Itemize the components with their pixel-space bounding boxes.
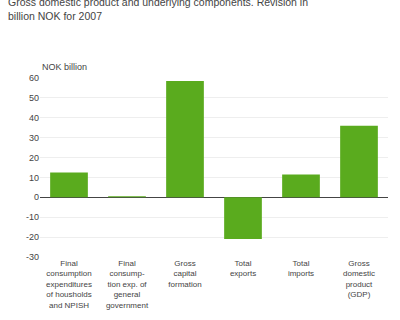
svg-text:20: 20 <box>29 153 39 163</box>
svg-text:Grossdomesticproduct(GDP): Grossdomesticproduct(GDP) <box>343 259 375 299</box>
svg-text:10: 10 <box>29 173 39 183</box>
svg-text:40: 40 <box>29 113 39 123</box>
svg-text:0: 0 <box>34 192 39 202</box>
svg-text:-20: -20 <box>26 232 39 242</box>
svg-text:Totalexports: Totalexports <box>230 259 256 278</box>
svg-text:30: 30 <box>29 133 39 143</box>
svg-text:50: 50 <box>29 93 39 103</box>
svg-text:Gross domestic product and und: Gross domestic product and underlying co… <box>8 0 308 22</box>
svg-text:NOK billion: NOK billion <box>42 62 87 72</box>
svg-text:-30: -30 <box>26 252 39 262</box>
svg-text:60: 60 <box>29 73 39 83</box>
svg-text:-10: -10 <box>26 212 39 222</box>
svg-text:Finalconsump-tion exp. ofgener: Finalconsump-tion exp. ofgeneralgovernme… <box>106 259 149 310</box>
svg-text:Finalconsumptionexpendituresof: Finalconsumptionexpendituresof housholds… <box>46 259 92 310</box>
svg-text:Totalimports: Totalimports <box>288 259 314 278</box>
svg-text:Grosscapitalformation: Grosscapitalformation <box>168 259 201 289</box>
